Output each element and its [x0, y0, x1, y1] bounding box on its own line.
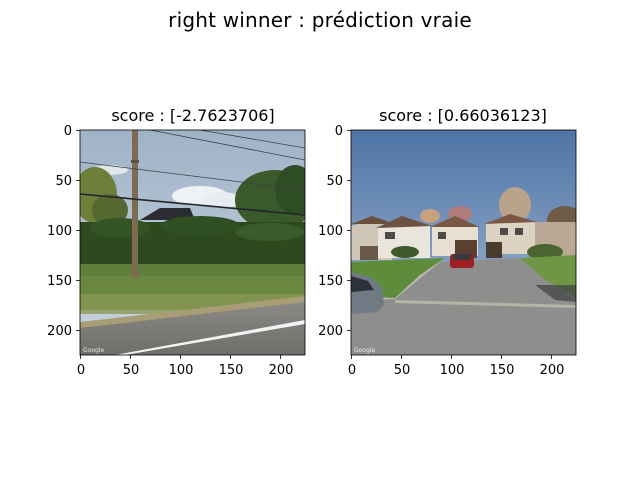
right-y-tick-label: 200	[318, 324, 343, 339]
left-y-tick-label: 0	[64, 124, 72, 139]
left-x-tick-label: 150	[219, 363, 244, 378]
left-y-tick-label: 150	[47, 274, 72, 289]
right-y-tick-label: 0	[335, 124, 343, 139]
left-x-tick-label: 0	[77, 363, 85, 378]
figure-suptitle: right winner : prédiction vraie	[168, 8, 472, 32]
left-google-watermark: Google	[83, 347, 104, 354]
right-google-watermark: Google	[354, 347, 375, 354]
right-y-tick-label: 100	[318, 224, 343, 239]
right-y-tick-label: 150	[318, 274, 343, 289]
left-x-tick-label: 200	[269, 363, 294, 378]
right-x-tick-label: 100	[440, 363, 465, 378]
right-x-tick-label: 0	[348, 363, 356, 378]
right-street-view-photo: Google	[351, 130, 576, 355]
left-x-tick-label: 100	[169, 363, 194, 378]
left-axes-frame	[79, 129, 306, 356]
right-x-tick-label: 150	[490, 363, 515, 378]
right-axes-frame	[350, 129, 577, 356]
left-axes: 0 50 100 150 200 0 50 100 150 200	[47, 124, 293, 378]
right-axes: 0 50 100 150 200 0 50 100 150 200	[318, 124, 564, 378]
left-panel-title: score : [-2.7623706]	[111, 106, 275, 125]
left-y-tick-label: 100	[47, 224, 72, 239]
right-y-tick-label: 50	[326, 174, 343, 189]
left-x-tick-label: 50	[123, 363, 140, 378]
left-y-tick-label: 200	[47, 324, 72, 339]
right-x-tick-label: 50	[394, 363, 411, 378]
right-x-tick-label: 200	[540, 363, 565, 378]
left-street-view-photo: Google	[80, 130, 305, 355]
left-y-tick-label: 50	[55, 174, 72, 189]
right-panel-title: score : [0.66036123]	[379, 106, 547, 125]
